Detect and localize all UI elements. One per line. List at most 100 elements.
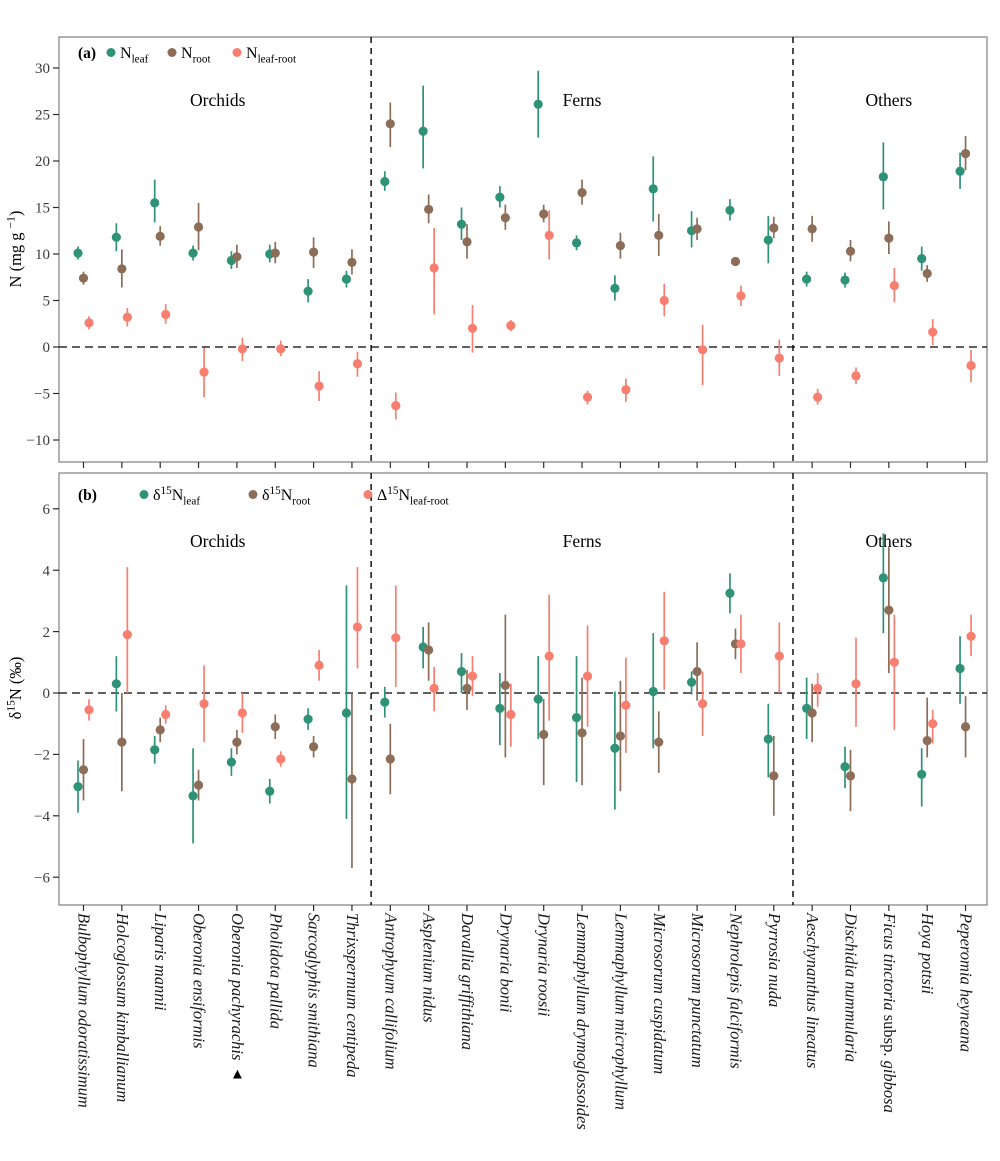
- point-leaf: [955, 166, 965, 176]
- y-tick-label: 15: [35, 201, 50, 217]
- point-diff: [736, 639, 746, 649]
- x-tick-label-species: Holcoglossum kimballianum: [113, 912, 132, 1102]
- point-diff: [429, 263, 439, 273]
- x-tick-label-species: Sarcoglyphis smithiana: [305, 913, 324, 1068]
- point-root: [462, 237, 472, 247]
- point-root: [424, 204, 434, 214]
- point-diff: [698, 345, 708, 355]
- point-root: [845, 771, 856, 781]
- point-root: [232, 737, 242, 747]
- x-tick-label-species: Ficus tinctoria subsp. gibbosa: [880, 912, 899, 1113]
- legend-dot-diff: [232, 48, 242, 57]
- point-diff: [889, 281, 899, 291]
- point-leaf: [380, 176, 390, 187]
- x-tick-label-species: Pholidota pallida: [266, 912, 285, 1029]
- y-tick-label: 30: [35, 61, 50, 77]
- point-root: [654, 230, 664, 240]
- y-tick-label: −2: [34, 748, 50, 764]
- x-tick-label-species: Thrixspermum centipeda: [343, 913, 362, 1078]
- point-diff: [544, 230, 554, 240]
- point-leaf: [73, 248, 83, 258]
- point-diff: [582, 671, 593, 681]
- point-diff: [506, 709, 516, 720]
- point-diff: [84, 318, 94, 328]
- point-diff: [122, 312, 132, 322]
- x-tick-label-species: Microsorum cuspidatum: [650, 912, 669, 1074]
- point-root: [615, 241, 626, 251]
- legend-label: δ15Nleaf: [153, 485, 200, 507]
- legend-dot-root: [167, 48, 177, 57]
- point-root: [309, 247, 319, 257]
- panel-b: Orchids Ferns Others 6 4 2 0 −2 −4 −6 (b) δ15Nleaf δ…: [6, 472, 988, 911]
- point-root: [922, 735, 932, 746]
- point-leaf: [955, 663, 965, 674]
- x-tick-label-species: Drynaria roosii: [535, 912, 554, 1017]
- series-leaf: [73, 70, 965, 303]
- x-tick-label-species: Lemmaphyllum microphyllum: [611, 912, 630, 1110]
- point-root: [960, 148, 971, 159]
- point-diff: [467, 323, 478, 333]
- y-tick-label: 10: [35, 247, 50, 263]
- point-leaf: [610, 283, 620, 294]
- point-root: [78, 765, 89, 775]
- point-root: [424, 645, 434, 655]
- point-leaf: [303, 286, 313, 296]
- point-diff: [352, 622, 363, 632]
- point-leaf: [418, 126, 428, 136]
- point-root: [347, 257, 357, 267]
- y-tick-label: 6: [43, 502, 51, 518]
- point-leaf: [610, 743, 620, 753]
- point-root: [922, 268, 932, 279]
- x-tick-label-species: Bulbophyllum odoratissimum: [75, 913, 94, 1108]
- point-diff: [237, 708, 247, 718]
- legend-label: Nroot: [181, 45, 211, 65]
- point-root: [539, 209, 549, 219]
- x-tick-label-species: Hoya pottsii: [918, 912, 937, 995]
- point-diff: [966, 631, 976, 641]
- point-diff: [621, 700, 631, 710]
- point-leaf: [533, 694, 543, 704]
- point-leaf: [265, 786, 275, 796]
- series-diff: [84, 567, 976, 767]
- point-root: [385, 119, 395, 129]
- point-diff: [199, 367, 209, 377]
- y-tick-label: −5: [34, 387, 50, 403]
- point-diff: [928, 327, 938, 337]
- point-leaf: [878, 172, 888, 182]
- point-leaf: [763, 734, 773, 744]
- point-leaf: [380, 697, 390, 707]
- point-diff: [237, 344, 247, 354]
- point-diff: [659, 636, 669, 646]
- point-leaf: [188, 248, 198, 258]
- point-diff: [851, 371, 861, 381]
- y-tick-label: −6: [34, 870, 50, 886]
- group-title: Orchids: [190, 531, 246, 551]
- point-diff: [161, 709, 171, 720]
- point-leaf: [341, 274, 352, 284]
- x-tick-label-species: Oberonia pachyrachis: [228, 913, 247, 1060]
- point-leaf: [341, 708, 352, 718]
- group-title: Ferns: [563, 531, 602, 551]
- point-root: [807, 708, 817, 718]
- point-leaf: [226, 757, 236, 767]
- group-title: Others: [866, 531, 913, 551]
- x-tick-label-species: Pyrrosia nuda: [765, 912, 784, 1007]
- legend-label: Δ15Nleaf-root: [377, 485, 449, 507]
- point-diff: [276, 344, 286, 354]
- point-diff: [851, 679, 861, 689]
- point-root: [539, 729, 549, 740]
- point-diff: [544, 651, 554, 661]
- point-leaf: [495, 192, 505, 202]
- point-root: [309, 742, 319, 752]
- point-leaf: [303, 714, 313, 724]
- point-leaf: [456, 219, 467, 229]
- series-diff: [84, 210, 976, 420]
- x-tick-label-species: Asplenium nidus: [420, 912, 439, 1023]
- point-root: [155, 231, 165, 241]
- series-root: [78, 102, 971, 288]
- point-root: [960, 722, 971, 732]
- x-tick-label-species: Liparis mannii: [151, 912, 170, 1011]
- x-tick-label-species: Oberonia ensiformis: [190, 913, 209, 1049]
- point-leaf: [111, 232, 121, 242]
